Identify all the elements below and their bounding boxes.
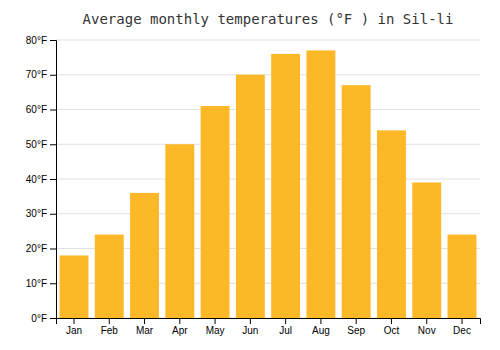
bar [236,75,265,318]
grid-line [56,109,480,110]
bar [165,144,194,318]
grid-line [56,144,480,145]
y-tick-mark [50,110,56,111]
grid [56,40,480,318]
grid-line [56,40,480,41]
bar [201,106,230,318]
chart-container: 0°F 10°F 20°F 30°F 40°F 50°F 60°F 70°F 80°F Jan Fe… [0,0,500,350]
grid-line [56,179,480,180]
x-tick: Oct [384,318,400,336]
y-tick: 0°F [31,313,56,324]
x-tick-mark [109,318,110,324]
x-axis-line [57,319,481,325]
x-tick-mark [462,318,463,324]
x-tick: Apr [172,318,188,336]
x-tick-label: Jan [66,325,82,336]
x-tick-mark [320,318,321,324]
x-tick-label: Aug [312,325,330,336]
y-tick: 70°F [26,69,56,80]
y-tick-mark [50,179,56,180]
y-tick-label: 60°F [26,104,47,115]
x-tick-label: Oct [384,325,400,336]
bar [377,130,406,318]
y-tick-label: 20°F [26,243,47,254]
x-tick: Dec [453,318,471,336]
x-tick: Feb [101,318,119,336]
y-tick: 80°F [26,35,56,46]
grid-line [56,74,480,75]
x-tick-mark [215,318,216,324]
x-tick-label: Jul [279,325,292,336]
x-tick-mark [250,318,251,324]
bar [342,85,371,318]
plot-area: 0°F 10°F 20°F 30°F 40°F 50°F 60°F 70°F 80°F Jan Fe… [26,35,481,336]
x-tick-label: Nov [418,325,436,336]
bar [412,182,441,318]
y-tick-label: 30°F [26,208,47,219]
bar [448,235,477,318]
x-tick-label: Sep [347,325,365,336]
y-tick: 50°F [26,139,56,150]
bars [60,50,477,318]
x-axis: Jan Feb Mar Apr May Jun Jul Aug Sep Oct Nov Dec [57,318,481,336]
y-tick: 30°F [26,208,56,219]
y-tick: 40°F [26,174,56,185]
x-tick-mark [356,318,357,324]
y-tick-label: 10°F [26,278,47,289]
y-tick-label: 70°F [26,69,47,80]
x-tick-mark [426,318,427,324]
y-tick-mark [50,75,56,76]
y-tick-mark [50,249,56,250]
y-tick-label: 0°F [31,313,47,324]
x-tick-label: May [206,325,225,336]
x-tick-mark [144,318,145,324]
bar [306,50,335,318]
chart-title: Average monthly temperatures (°F ) in Si… [83,11,454,27]
x-tick: Aug [312,318,330,336]
x-tick: Nov [418,318,436,336]
x-tick-label: Jun [242,325,258,336]
bar [271,54,300,318]
chart-svg: 0°F 10°F 20°F 30°F 40°F 50°F 60°F 70°F 80°F Jan Fe… [0,0,500,350]
x-tick-label: Apr [172,325,188,336]
x-tick-label: Dec [453,325,471,336]
x-tick-mark [73,318,74,324]
x-tick-mark [391,318,392,324]
bar [95,235,124,318]
y-tick-mark [50,144,56,145]
x-tick: Mar [136,318,154,336]
y-tick-label: 80°F [26,35,47,46]
y-axis: 0°F 10°F 20°F 30°F 40°F 50°F 60°F 70°F 80°F [26,35,57,324]
y-tick-mark [50,283,56,284]
y-axis-line [50,41,57,319]
x-tick: Jan [66,318,82,336]
x-tick-mark [285,318,286,324]
x-tick: May [206,318,225,336]
y-tick-label: 40°F [26,174,47,185]
y-tick-label: 50°F [26,139,47,150]
x-tick-label: Feb [101,325,119,336]
y-tick: 60°F [26,104,56,115]
x-tick: Sep [347,318,365,336]
x-tick: Jun [242,318,258,336]
y-tick-mark [50,40,56,41]
bar [60,255,89,318]
x-tick: Jul [279,318,292,336]
x-tick-mark [179,318,180,324]
y-tick: 20°F [26,243,56,254]
y-tick: 10°F [26,278,56,289]
y-tick-mark [50,214,56,215]
y-tick-mark [50,318,56,319]
bar [130,193,159,318]
x-tick-label: Mar [136,325,154,336]
